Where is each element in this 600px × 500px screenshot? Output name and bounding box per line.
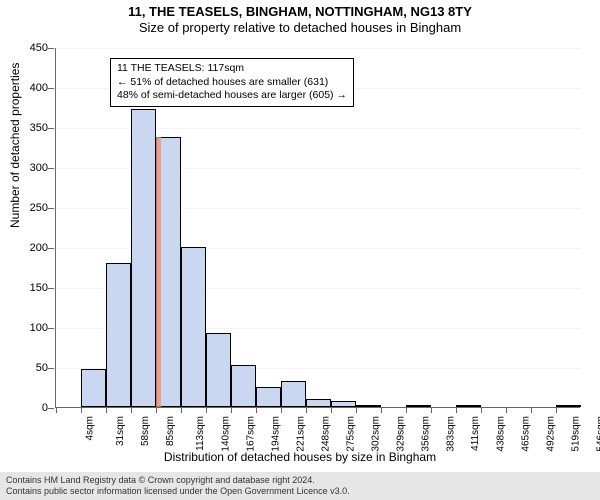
x-tick-label: 221sqm <box>296 416 307 452</box>
y-tick <box>48 408 54 409</box>
x-tick-label: 302sqm <box>371 416 382 452</box>
x-tick <box>331 408 332 413</box>
histogram-bar <box>131 109 156 407</box>
y-tick-label: 300 <box>8 162 48 174</box>
x-tick-label: 85sqm <box>165 416 176 446</box>
histogram-bar <box>231 365 256 407</box>
y-tick <box>48 48 54 49</box>
y-tick-label: 400 <box>8 82 48 94</box>
annotation-line3: 48% of semi-detached houses are larger (… <box>117 89 347 103</box>
x-tick-label: 194sqm <box>271 416 282 452</box>
histogram-bar <box>81 369 106 407</box>
x-tick <box>131 408 132 413</box>
x-tick-label: 356sqm <box>421 416 432 452</box>
x-tick-label: 465sqm <box>521 416 532 452</box>
x-tick <box>181 408 182 413</box>
y-tick-label: 250 <box>8 202 48 214</box>
x-tick-label: 167sqm <box>246 416 257 452</box>
histogram-bar <box>331 401 356 407</box>
histogram-bar <box>206 333 231 407</box>
y-tick-label: 450 <box>8 42 48 54</box>
x-tick <box>206 408 207 413</box>
y-tick <box>48 88 54 89</box>
x-tick-label: 248sqm <box>321 416 332 452</box>
x-tick <box>281 408 282 413</box>
y-tick <box>48 288 54 289</box>
x-tick <box>506 408 507 413</box>
x-tick-label: 275sqm <box>346 416 357 452</box>
x-tick <box>381 408 382 413</box>
x-tick-label: 329sqm <box>396 416 407 452</box>
x-tick-label: 519sqm <box>571 416 582 452</box>
histogram-bar <box>181 247 206 407</box>
histogram-bar <box>281 381 306 407</box>
page-title: 11, THE TEASELS, BINGHAM, NOTTINGHAM, NG… <box>0 4 600 19</box>
y-tick <box>48 208 54 209</box>
x-tick <box>456 408 457 413</box>
x-tick <box>306 408 307 413</box>
y-tick <box>48 368 54 369</box>
x-axis-label: Distribution of detached houses by size … <box>0 450 600 464</box>
x-tick-label: 438sqm <box>496 416 507 452</box>
x-tick-label: 4sqm <box>84 416 95 440</box>
x-tick <box>231 408 232 413</box>
y-tick <box>48 248 54 249</box>
highlight-bar <box>156 137 161 407</box>
histogram-bar <box>406 405 431 407</box>
x-tick <box>556 408 557 413</box>
annotation-line2: ← 51% of detached houses are smaller (63… <box>117 76 347 90</box>
x-tick <box>56 408 57 413</box>
x-tick-label: 383sqm <box>446 416 457 452</box>
histogram-bar <box>106 263 131 407</box>
y-tick-label: 100 <box>8 322 48 334</box>
x-tick-label: 58sqm <box>140 416 151 446</box>
histogram-bar <box>256 387 281 407</box>
footer-line2: Contains public sector information licen… <box>6 486 594 497</box>
x-tick <box>256 408 257 413</box>
title-block: 11, THE TEASELS, BINGHAM, NOTTINGHAM, NG… <box>0 0 600 35</box>
x-tick-label: 546sqm <box>596 416 600 452</box>
x-tick-label: 113sqm <box>195 416 206 451</box>
footer-line1: Contains HM Land Registry data © Crown c… <box>6 475 594 486</box>
x-tick <box>431 408 432 413</box>
x-tick-label: 140sqm <box>221 416 232 452</box>
y-tick-label: 150 <box>8 282 48 294</box>
y-tick-label: 50 <box>8 362 48 374</box>
x-tick <box>81 408 82 413</box>
y-tick-label: 0 <box>8 402 48 414</box>
footer: Contains HM Land Registry data © Crown c… <box>0 472 600 500</box>
x-tick <box>531 408 532 413</box>
x-tick-label: 31sqm <box>115 416 126 446</box>
y-tick <box>48 328 54 329</box>
x-tick <box>481 408 482 413</box>
page-subtitle: Size of property relative to detached ho… <box>0 20 600 35</box>
y-tick <box>48 128 54 129</box>
histogram-bar <box>456 405 481 407</box>
y-tick-label: 350 <box>8 122 48 134</box>
annotation-line1: 11 THE TEASELS: 117sqm <box>117 62 347 76</box>
histogram-bar <box>306 399 331 407</box>
x-tick-label: 492sqm <box>546 416 557 452</box>
x-tick <box>156 408 157 413</box>
x-tick-label: 411sqm <box>470 416 481 451</box>
y-tick-label: 200 <box>8 242 48 254</box>
y-tick <box>48 168 54 169</box>
x-tick <box>406 408 407 413</box>
histogram-bar <box>356 405 381 407</box>
x-tick <box>106 408 107 413</box>
chart-area: 0501001502002503003504004504sqm31sqm58sq… <box>55 48 580 408</box>
histogram-bar <box>556 405 581 407</box>
annotation-box: 11 THE TEASELS: 117sqm ← 51% of detached… <box>110 58 354 107</box>
gridline <box>56 48 580 49</box>
x-tick <box>356 408 357 413</box>
